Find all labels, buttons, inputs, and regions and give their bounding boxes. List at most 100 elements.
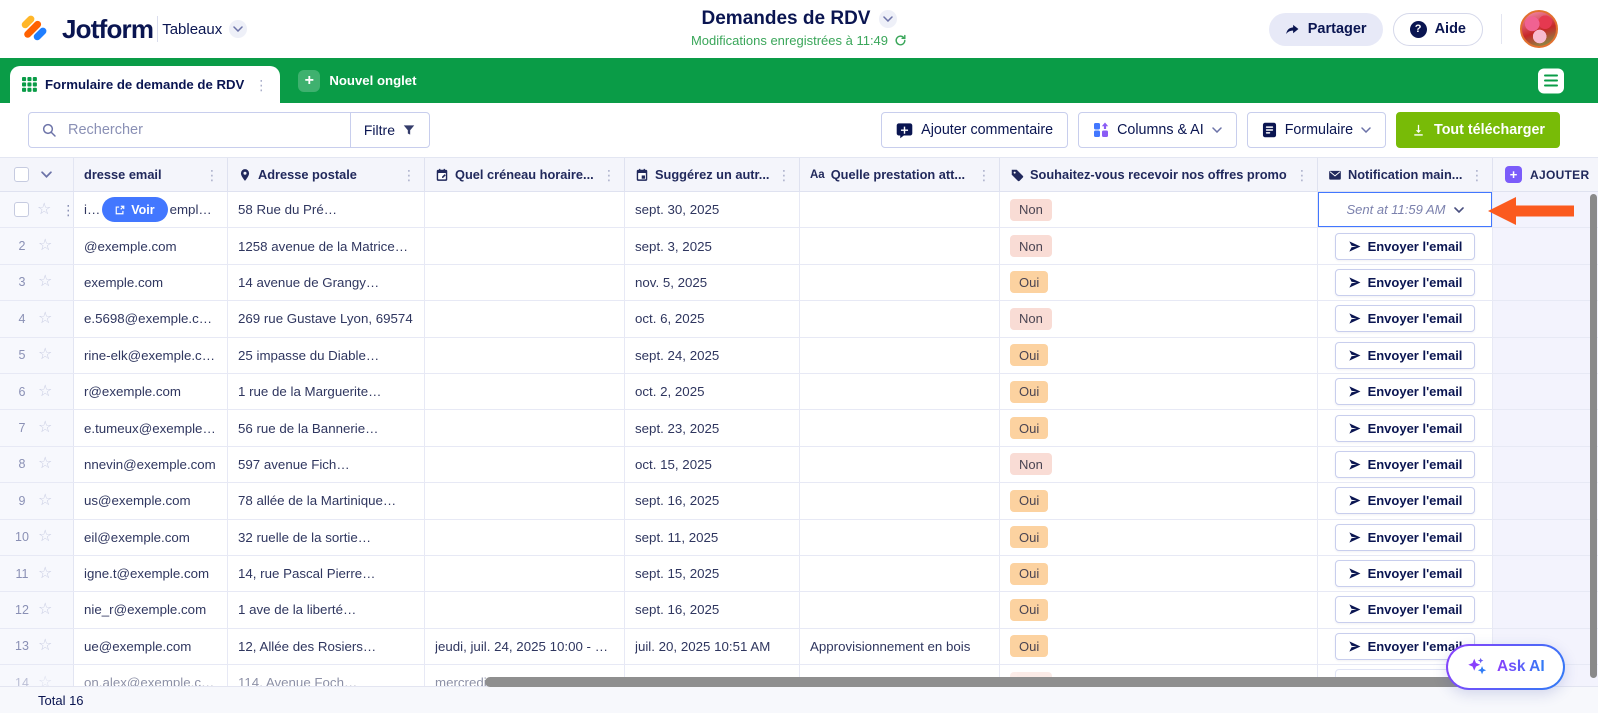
cell-date[interactable]: nov. 5, 2025 <box>625 264 800 301</box>
cell-slot[interactable] <box>425 592 625 628</box>
select-all-checkbox[interactable] <box>14 167 29 182</box>
cell-email[interactable]: ue@exemple.com <box>74 628 228 665</box>
cell-slot[interactable] <box>425 337 625 373</box>
cell-promo[interactable]: Oui <box>1000 337 1318 373</box>
send-email-button[interactable]: Envoyer l'email <box>1334 632 1476 660</box>
favorite-star-icon[interactable]: ☆ <box>38 600 53 618</box>
cell-address[interactable]: 58 Rue du Pré… <box>228 192 425 228</box>
cell-address[interactable]: 14 avenue de Grangy… <box>228 264 425 301</box>
cell-notification[interactable]: Envoyer l'email <box>1318 301 1493 337</box>
cell-email[interactable]: igne.t@exemple.com <box>74 555 228 592</box>
row-checkbox[interactable] <box>14 202 29 218</box>
cell-service[interactable] <box>800 228 1000 264</box>
cell-slot[interactable] <box>425 192 625 228</box>
favorite-star-icon[interactable]: ☆ <box>38 528 53 546</box>
cell-service[interactable] <box>800 483 1000 519</box>
cell-service[interactable] <box>800 192 1000 228</box>
favorite-star-icon[interactable]: ☆ <box>38 564 53 582</box>
cell-service[interactable] <box>800 446 1000 483</box>
cell-slot[interactable] <box>425 555 625 592</box>
column-menu-icon[interactable]: ⋮ <box>1295 166 1309 183</box>
favorite-star-icon[interactable]: ☆ <box>38 673 53 686</box>
column-header-add[interactable]: + AJOUTER <box>1493 158 1598 191</box>
cell-promo[interactable]: Oui <box>1000 555 1318 592</box>
row-menu-icon[interactable]: ⋮ <box>61 201 74 218</box>
tab-bar-menu-button[interactable] <box>1538 68 1564 93</box>
cell-notification[interactable]: Envoyer l'email <box>1318 592 1493 628</box>
search-input[interactable] <box>66 121 350 139</box>
cell-email[interactable]: r@exemple.com <box>74 373 228 410</box>
cell-service[interactable]: Approvisionnement en granul… <box>800 665 1000 686</box>
cell-notification[interactable]: Envoyer l'email <box>1318 483 1493 519</box>
cell-date[interactable]: sept. 3, 2025 <box>625 228 800 264</box>
cell-promo[interactable]: Oui <box>1000 519 1318 555</box>
cell-address[interactable]: 32 ruelle de la sortie… <box>228 519 425 555</box>
cell-address[interactable]: 1 rue de la Marguerite… <box>228 373 425 410</box>
cell-date[interactable]: sept. 16, 2025 <box>625 592 800 628</box>
cell-date[interactable]: sept. 16, 2025 <box>625 483 800 519</box>
brand[interactable]: Jotform <box>0 12 154 46</box>
column-header-email[interactable]: dresse email ⋮ <box>74 158 228 191</box>
cell-date[interactable]: sept. 11, 2025 <box>625 519 800 555</box>
cell-address[interactable]: 78 allée de la Martinique… <box>228 483 425 519</box>
send-email-button[interactable]: Envoyer l'email <box>1334 378 1476 406</box>
cell-promo[interactable]: Non <box>1000 446 1318 483</box>
cell-promo[interactable]: Oui <box>1000 628 1318 665</box>
share-button[interactable]: Partager <box>1268 12 1383 46</box>
cell-service[interactable] <box>800 592 1000 628</box>
cell-email[interactable]: rine-elk@exemple.com <box>74 337 228 373</box>
cell-address[interactable]: 597 avenue Fich… <box>228 446 425 483</box>
cell-date[interactable]: sept. 24, 2025 <box>625 337 800 373</box>
send-email-button[interactable]: Envoyer l'email <box>1334 414 1476 442</box>
tab-active-sheet[interactable]: Formulaire de demande de RDV ⋮ <box>10 66 281 103</box>
favorite-star-icon[interactable]: ☆ <box>37 200 52 218</box>
cell-service[interactable] <box>800 301 1000 337</box>
download-all-button[interactable]: Tout télécharger <box>1396 112 1560 148</box>
new-tab-button[interactable]: + Nouvel onglet <box>298 69 417 92</box>
send-email-button[interactable]: Envoyer l'email <box>1334 232 1476 260</box>
cell-slot[interactable] <box>425 446 625 483</box>
view-entry-button[interactable]: Voir <box>102 197 168 223</box>
column-menu-icon[interactable]: ⋮ <box>402 166 416 183</box>
cell-slot[interactable] <box>425 410 625 446</box>
send-email-button[interactable]: Envoyer l'email <box>1334 560 1476 588</box>
cell-slot[interactable]: jeudi, juil. 24, 2025 10:00 - 11:… <box>425 628 625 665</box>
cell-notification[interactable]: Envoyer l'email <box>1318 410 1493 446</box>
cell-promo[interactable]: Non <box>1000 301 1318 337</box>
favorite-star-icon[interactable]: ☆ <box>38 273 53 291</box>
cell-service[interactable] <box>800 555 1000 592</box>
cell-notification[interactable]: Envoyer l'email <box>1318 628 1493 665</box>
send-email-button[interactable]: Envoyer l'email <box>1334 305 1476 333</box>
filter-button[interactable]: Filtre <box>349 113 429 147</box>
column-menu-icon[interactable]: ⋮ <box>1470 166 1484 183</box>
cell-date[interactable]: juil. 20, 2025 10:49 AM <box>625 665 800 686</box>
column-header-service[interactable]: Aa Quelle prestation att... ⋮ <box>800 158 1000 191</box>
cell-email[interactable]: nnevin@exemple.com <box>74 446 228 483</box>
favorite-star-icon[interactable]: ☆ <box>38 382 53 400</box>
favorite-star-icon[interactable]: ☆ <box>38 309 53 327</box>
columns-ai-button[interactable]: Columns & AI <box>1078 112 1237 148</box>
cell-address[interactable]: 12, Allée des Rosiers… <box>228 628 425 665</box>
form-button[interactable]: Formulaire <box>1246 112 1387 148</box>
cell-promo[interactable]: Oui <box>1000 264 1318 301</box>
cell-slot[interactable] <box>425 373 625 410</box>
cell-slot[interactable] <box>425 264 625 301</box>
cell-service[interactable] <box>800 373 1000 410</box>
cell-email[interactable]: us@exemple.com <box>74 483 228 519</box>
cell-service[interactable] <box>800 264 1000 301</box>
cell-date[interactable]: sept. 30, 2025 <box>625 192 800 228</box>
cell-promo[interactable]: Non <box>1000 192 1318 228</box>
cell-email[interactable]: exemple.com <box>74 264 228 301</box>
send-email-button[interactable]: Envoyer l'email <box>1334 341 1476 369</box>
cell-promo[interactable]: Oui <box>1000 373 1318 410</box>
cell-address[interactable]: 1258 avenue de la Matrice… <box>228 228 425 264</box>
cell-service[interactable] <box>800 337 1000 373</box>
cell-promo[interactable]: Oui <box>1000 410 1318 446</box>
send-email-button[interactable]: Envoyer l'email <box>1334 596 1476 624</box>
column-menu-icon[interactable]: ⋮ <box>205 166 219 183</box>
cell-email[interactable]: ironVoiremple.com <box>74 192 228 228</box>
cell-email[interactable]: e.tumeux@exemple.com <box>74 410 228 446</box>
favorite-star-icon[interactable]: ☆ <box>38 637 53 655</box>
column-header-promo[interactable]: Souhaitez-vous recevoir nos offres promo… <box>1000 158 1318 191</box>
cell-notification[interactable]: Envoyer l'email <box>1318 446 1493 483</box>
